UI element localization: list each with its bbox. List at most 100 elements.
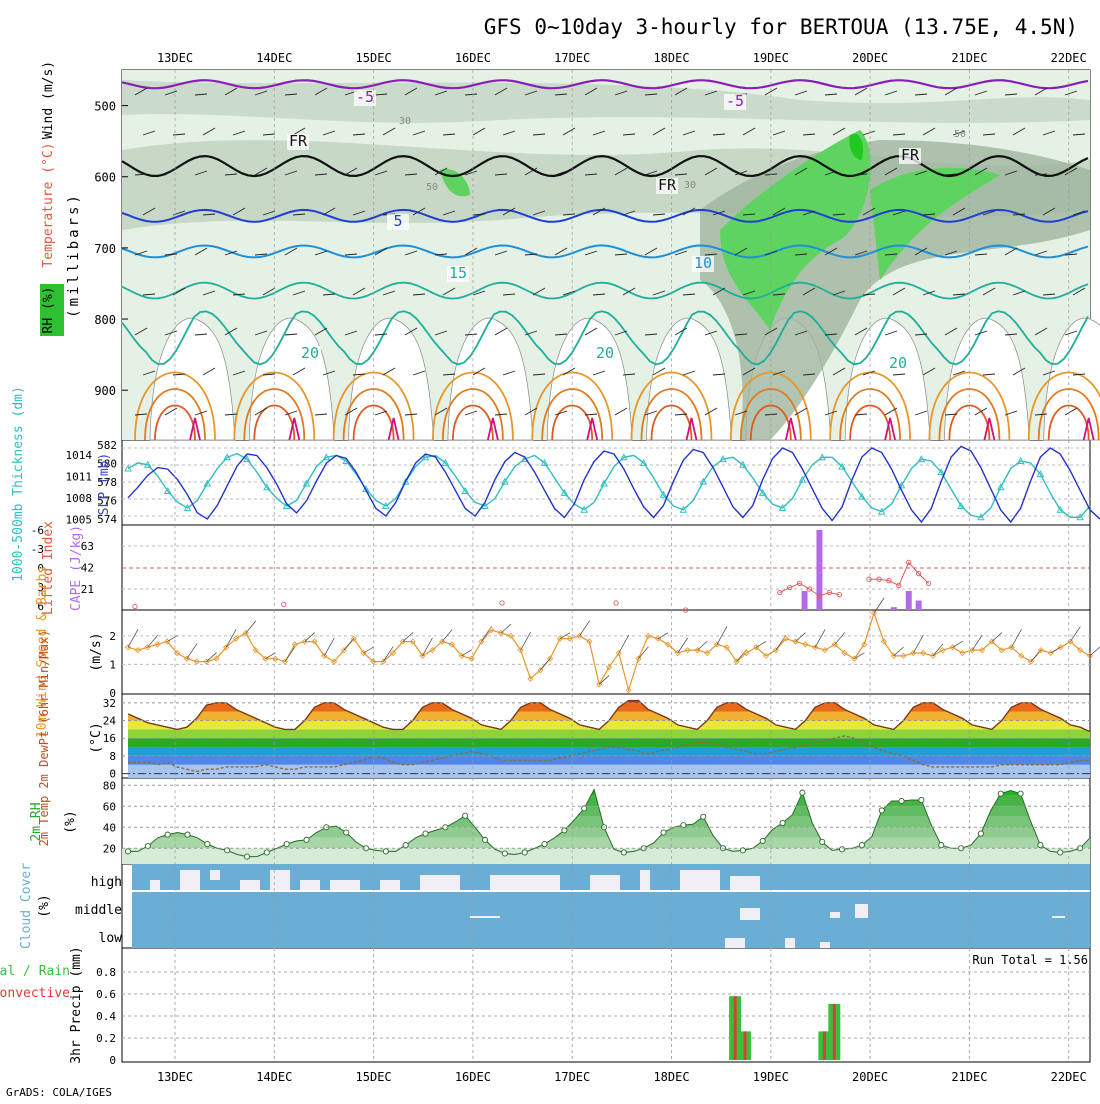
wind-speed-point	[605, 664, 613, 671]
wind-barb	[1042, 370, 1056, 376]
wind-barb	[164, 330, 178, 336]
wind-barb	[674, 173, 688, 176]
rh-point	[422, 830, 429, 837]
wind-barb	[254, 90, 268, 96]
wind-barb	[944, 173, 958, 176]
cloud-gap	[855, 904, 868, 918]
rh-moist-core	[720, 130, 871, 330]
wind-barb	[202, 290, 216, 296]
rh-point	[918, 796, 925, 804]
cape-bar	[816, 530, 823, 610]
rh-point	[938, 842, 945, 849]
hot-isotherm	[288, 417, 301, 441]
wind-barb	[202, 367, 216, 376]
wind-speed-point	[537, 667, 544, 674]
wind-barb	[224, 250, 238, 256]
thickness-point	[223, 453, 231, 461]
wind-barb	[795, 632, 806, 642]
pressure-tick: 900	[94, 384, 116, 398]
wind-barb	[284, 93, 298, 96]
wind-barb	[464, 410, 478, 416]
wind-speed-point	[213, 655, 220, 662]
wind-barb	[502, 293, 516, 296]
contour-label-bg	[724, 94, 746, 110]
contour-label-bg	[354, 90, 376, 106]
wind-barb	[441, 629, 453, 642]
wind-barb	[314, 87, 328, 96]
wind-barb	[794, 90, 808, 96]
date-label-bottom: 13DEC	[157, 1070, 193, 1084]
wind-barb	[254, 407, 268, 416]
wind-barb	[225, 629, 237, 648]
wind-barb	[262, 210, 276, 216]
wind-barb	[862, 207, 876, 216]
wind-tick: 1	[109, 658, 116, 671]
wind-speed-point	[959, 649, 966, 657]
wind-speed-point	[527, 675, 534, 682]
panel-frame-7	[121, 947, 1091, 1063]
contour-label: 20	[889, 354, 907, 372]
lifted-tick: -3	[31, 543, 44, 556]
wind-barb	[652, 367, 666, 376]
temp-tick: 8	[109, 750, 116, 763]
wind-speed-point	[772, 647, 779, 654]
wind-barb	[524, 330, 538, 336]
wind-barb	[982, 287, 996, 296]
wind-barb	[952, 370, 966, 376]
temp-band	[128, 720, 1090, 730]
dewpoint-line	[128, 735, 1090, 773]
date-label-top: 13DEC	[157, 51, 193, 65]
run-total-label: Run Total = 1.56	[972, 953, 1088, 967]
lifted-index-point	[906, 559, 912, 566]
wind-barb	[914, 93, 928, 96]
rh-point	[521, 849, 528, 856]
panel-frame-3	[121, 609, 1091, 695]
thickness-point	[639, 458, 648, 466]
wind-barb	[824, 170, 838, 176]
wind10m-unit-label: (m/s)	[89, 632, 104, 671]
thickness-point	[302, 479, 311, 487]
wind-speed-point	[223, 644, 230, 651]
wind-barb	[794, 253, 808, 256]
rh-point	[303, 836, 310, 843]
wind-barb	[1034, 173, 1048, 176]
wind-barb	[142, 293, 156, 296]
wind-barb	[172, 133, 186, 136]
wind-barb	[554, 93, 568, 96]
wind-barb	[554, 333, 568, 336]
wind-barb	[464, 93, 478, 96]
rh-point	[1057, 849, 1064, 856]
temp-tick: 32	[103, 697, 116, 710]
wind-speed-point	[998, 647, 1005, 654]
wind-speed-point	[468, 655, 475, 662]
wind-barb	[712, 373, 726, 376]
wind-speed-point	[969, 647, 976, 654]
contour-label: -5	[356, 88, 374, 106]
wind-barbs	[134, 87, 1086, 416]
slp-axis-label: SLP (mb)	[97, 453, 112, 516]
rh-label: 30	[399, 116, 411, 127]
wind-barb	[464, 333, 478, 336]
wind-barb	[982, 133, 996, 136]
lifted-index-point	[613, 600, 619, 606]
wind-speed-point	[311, 638, 318, 645]
thickness-tick: 578	[97, 476, 117, 489]
contour-label: FR	[289, 132, 308, 150]
wind-barb	[194, 410, 208, 416]
wind-barb	[502, 130, 516, 136]
slp-tick: 1005	[66, 514, 93, 527]
wind-speed-point	[272, 655, 279, 662]
wind-barb	[884, 90, 898, 96]
wind-speed-point	[586, 638, 593, 645]
cape-bar	[905, 590, 912, 610]
cloud-gap	[590, 875, 620, 890]
thickness-point	[382, 502, 390, 509]
wind-barb	[142, 370, 156, 376]
wind-barb	[584, 327, 598, 336]
rh-bands	[128, 789, 1090, 849]
rh-point	[204, 841, 211, 848]
wind-barb	[614, 253, 628, 256]
thickness-point	[758, 488, 767, 496]
wind-barb	[404, 173, 418, 176]
date-label-top: 18DEC	[653, 51, 689, 65]
